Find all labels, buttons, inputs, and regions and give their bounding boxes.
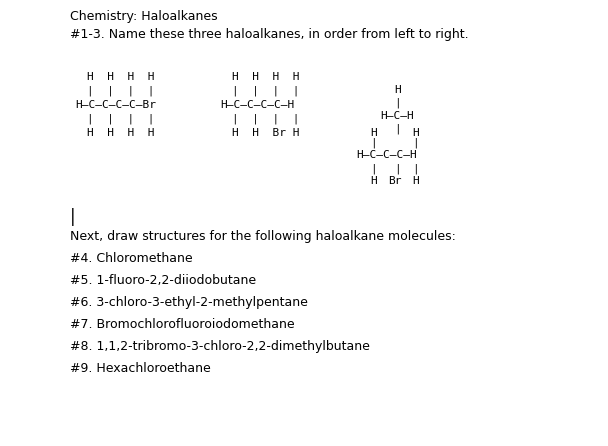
Text: H: H bbox=[394, 85, 401, 95]
Text: H: H bbox=[412, 128, 419, 138]
Text: |  |  |  |: | | | | bbox=[87, 86, 154, 96]
Text: H: H bbox=[370, 176, 377, 186]
Text: |: | bbox=[370, 163, 377, 173]
Text: |: | bbox=[70, 208, 75, 226]
Text: |: | bbox=[412, 137, 419, 148]
Text: #7. Bromochlorofluoroiodomethane: #7. Bromochlorofluoroiodomethane bbox=[70, 318, 295, 331]
Text: #1-3. Name these three haloalkanes, in order from left to right.: #1-3. Name these three haloalkanes, in o… bbox=[70, 28, 469, 41]
Text: H  H  H  H: H H H H bbox=[232, 72, 300, 82]
Text: |  |  |  |: | | | | bbox=[232, 114, 300, 124]
Text: #8. 1,1,2-tribromo-3-chloro-2,2-dimethylbutane: #8. 1,1,2-tribromo-3-chloro-2,2-dimethyl… bbox=[70, 340, 370, 353]
Text: |: | bbox=[394, 163, 401, 173]
Text: |  |  |  |: | | | | bbox=[232, 86, 300, 96]
Text: #4. Chloromethane: #4. Chloromethane bbox=[70, 252, 193, 265]
Text: Next, draw structures for the following haloalkane molecules:: Next, draw structures for the following … bbox=[70, 230, 456, 243]
Text: |  |  |  |: | | | | bbox=[87, 114, 154, 124]
Text: #9. Hexachloroethane: #9. Hexachloroethane bbox=[70, 362, 211, 375]
Text: H–C–H: H–C–H bbox=[380, 111, 414, 121]
Text: #6. 3-chloro-3-ethyl-2-methylpentane: #6. 3-chloro-3-ethyl-2-methylpentane bbox=[70, 296, 308, 309]
Text: H–C–C–C–H: H–C–C–C–H bbox=[356, 150, 416, 160]
Text: H–C–C–C–C–Br: H–C–C–C–C–Br bbox=[75, 100, 156, 110]
Text: |: | bbox=[412, 163, 419, 173]
Text: H  H  H  H: H H H H bbox=[87, 128, 154, 138]
Text: Chemistry: Haloalkanes: Chemistry: Haloalkanes bbox=[70, 10, 218, 23]
Text: H  H  Br H: H H Br H bbox=[232, 128, 300, 138]
Text: |: | bbox=[394, 98, 401, 108]
Text: H: H bbox=[412, 176, 419, 186]
Text: #5. 1-fluoro-2,2-diiodobutane: #5. 1-fluoro-2,2-diiodobutane bbox=[70, 274, 256, 287]
Text: H  H  H  H: H H H H bbox=[87, 72, 154, 82]
Text: |: | bbox=[370, 137, 377, 148]
Text: H–C–C–C–C–H: H–C–C–C–C–H bbox=[220, 100, 294, 110]
Text: H: H bbox=[370, 128, 377, 138]
Text: |: | bbox=[394, 124, 401, 135]
Text: Br: Br bbox=[388, 176, 401, 186]
